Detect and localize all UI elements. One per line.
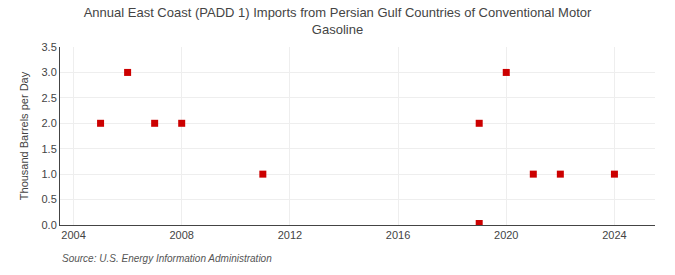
svg-text:Thousand Barrels per Day: Thousand Barrels per Day	[18, 71, 30, 200]
svg-text:2004: 2004	[61, 229, 85, 241]
svg-text:2020: 2020	[494, 229, 518, 241]
svg-text:Source: U.S. Energy Informatio: Source: U.S. Energy Information Administ…	[62, 253, 272, 264]
svg-text:0.5: 0.5	[42, 193, 57, 205]
svg-text:3.0: 3.0	[42, 66, 57, 78]
svg-text:Annual East Coast (PADD 1) Imp: Annual East Coast (PADD 1) Imports from …	[84, 5, 592, 37]
svg-text:2024: 2024	[602, 229, 626, 241]
svg-text:0.0: 0.0	[42, 219, 57, 231]
svg-text:2016: 2016	[386, 229, 410, 241]
svg-text:2012: 2012	[278, 229, 302, 241]
svg-text:2008: 2008	[169, 229, 193, 241]
svg-text:1.5: 1.5	[42, 143, 57, 155]
svg-text:1.0: 1.0	[42, 168, 57, 180]
svg-text:2.0: 2.0	[42, 117, 57, 129]
svg-text:3.5: 3.5	[42, 41, 57, 53]
svg-text:2.5: 2.5	[42, 92, 57, 104]
